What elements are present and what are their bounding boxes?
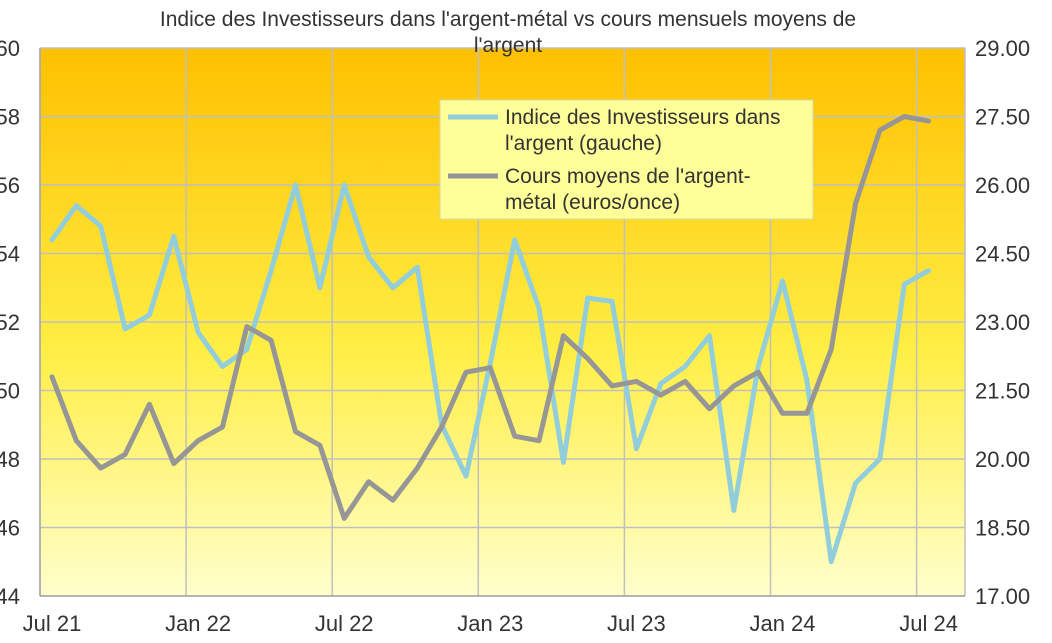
legend-label-price-line-2: métal (euros/once): [505, 191, 680, 214]
x-tick-label: Jan 23: [457, 611, 523, 636]
y-right-tick-label: 24.50: [975, 242, 1030, 267]
x-tick-label: Jan 22: [165, 611, 231, 636]
legend-label-price-line-1: Cours moyens de l'argent-: [505, 165, 751, 188]
y-left-tick-label: 58: [0, 105, 20, 130]
y-left-tick-label: 56: [0, 173, 20, 198]
series-line-index: [49, 182, 932, 565]
y-right-tick-label: 17.00: [975, 584, 1030, 609]
axes: 44 46 48 50 52 54 56 58 60 17.00 18.50 20.00 21.50 23…: [0, 36, 1030, 636]
y-left-tick-label: 52: [0, 310, 20, 335]
series-layer: [49, 114, 932, 565]
y-right-tick-label: 27.50: [975, 105, 1030, 130]
legend-label-index-line-1: Indice des Investisseurs dans: [505, 106, 780, 129]
y-left-tick-label: 50: [0, 379, 20, 404]
series-line-price: [49, 114, 932, 521]
y-right-tick-label: 23.00: [975, 310, 1030, 335]
y-left-tick-label: 48: [0, 447, 20, 472]
y-left-tick-label: 44: [0, 584, 20, 609]
legend: Indice des Investisseurs dans l'argent (…: [439, 99, 814, 220]
y-right-tick-label: 26.00: [975, 173, 1030, 198]
x-tick-label: Jul 24: [899, 611, 958, 636]
legend-label-index-line-2: l'argent (gauche): [505, 132, 662, 155]
y-left-tick-label: 60: [0, 36, 20, 61]
y-left-tick-label: 46: [0, 516, 20, 541]
y-right-tick-label: 29.00: [975, 36, 1030, 61]
x-tick-label: Jan 24: [749, 611, 815, 636]
y-left-tick-label: 54: [0, 242, 20, 267]
chart-title-line-2: l'argent: [474, 34, 542, 57]
y-right-tick-label: 21.50: [975, 379, 1030, 404]
y-right-tick-label: 18.50: [975, 516, 1030, 541]
x-tick-label: Jul 23: [607, 611, 666, 636]
x-tick-label: Jul 21: [23, 611, 82, 636]
chart-title-line-1: Indice des Investisseurs dans l'argent-m…: [160, 8, 856, 31]
chart-title: Indice des Investisseurs dans l'argent-m…: [160, 8, 856, 57]
y-right-tick-label: 20.00: [975, 447, 1030, 472]
x-tick-label: Jul 22: [315, 611, 374, 636]
legend-box: [439, 99, 814, 220]
